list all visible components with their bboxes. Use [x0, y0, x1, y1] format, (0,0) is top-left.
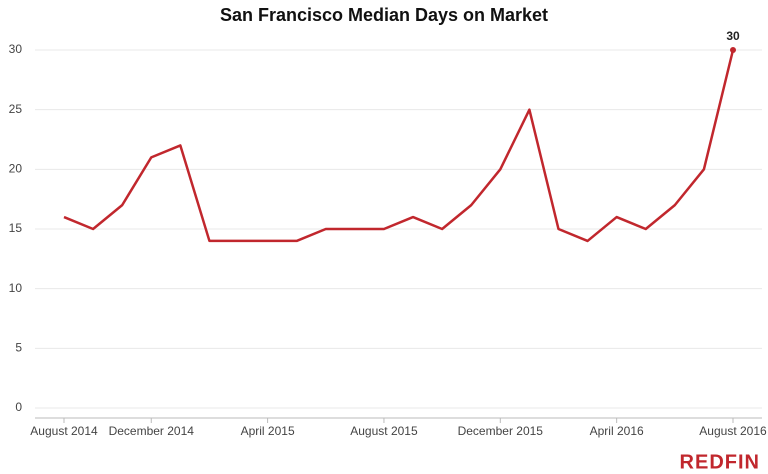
data-line	[63, 49, 735, 243]
data-label: 30	[726, 29, 740, 43]
x-tick-label: August 2016	[699, 424, 767, 438]
y-tick-label: 5	[15, 341, 22, 355]
y-tick-label: 20	[9, 162, 23, 176]
y-tick-label: 30	[9, 42, 23, 56]
x-tick-label: April 2016	[590, 424, 644, 438]
x-tick-label: December 2015	[458, 424, 544, 438]
x-tick-label: August 2015	[350, 424, 418, 438]
y-tick-label: 10	[9, 281, 23, 295]
chart-title: San Francisco Median Days on Market	[220, 5, 548, 25]
x-tick-label: December 2014	[109, 424, 195, 438]
y-tick-label: 15	[9, 221, 23, 235]
y-tick-label: 25	[9, 102, 23, 116]
brand-logo: REDFIN	[680, 451, 760, 473]
x-tick-label: April 2015	[241, 424, 295, 438]
y-tick-label: 0	[15, 400, 22, 414]
x-tick-label: August 2014	[30, 424, 98, 438]
end-point	[730, 47, 736, 53]
